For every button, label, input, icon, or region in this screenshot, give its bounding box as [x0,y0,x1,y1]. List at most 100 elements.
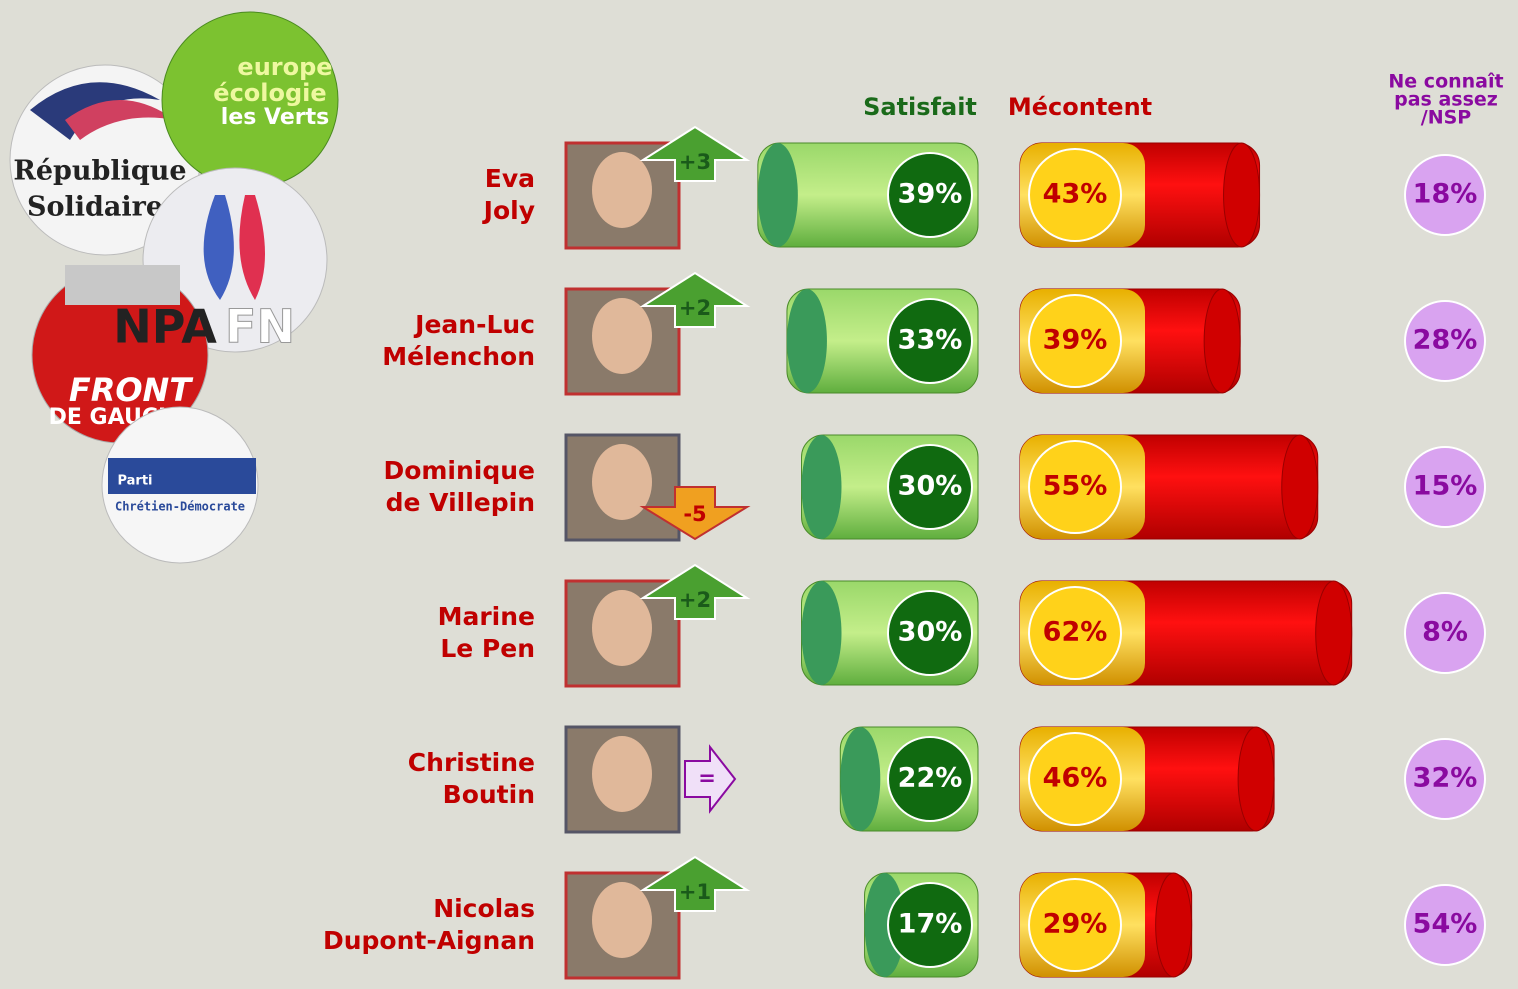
value-label: 30% [898,617,963,648]
legend-nsp: Ne connaît [1388,71,1503,93]
value-bubble [887,444,973,530]
change-label: -5 [683,502,706,526]
candidate-name: Joly [482,196,535,225]
portrait-face [592,152,652,228]
bar-cap [1281,434,1319,540]
legend-nsp: /NSP [1421,107,1472,129]
value-label: 33% [898,325,963,356]
logo-shape [65,100,175,140]
value-label: 8% [1422,617,1468,648]
change-arrow [639,486,751,541]
candidate-name: Le Pen [440,634,535,663]
legend-satisfait: Satisfait [863,93,977,121]
candidate-name: Dupont-Aignan [323,926,535,955]
value-bubble [1028,878,1122,972]
bar-cap [1315,580,1353,686]
change-arrow [639,563,751,620]
nsp-bubble [1404,738,1486,820]
logo-shape [65,265,180,305]
value-label: 54% [1413,909,1478,940]
value-label: 32% [1413,763,1478,794]
value-bubble [1028,732,1122,826]
logo-text: Parti [117,474,152,489]
nsp-bubble [1404,592,1486,674]
change-label: +2 [679,296,711,320]
bar-cap [801,581,842,685]
bar-cap [1203,288,1241,394]
value-label: 30% [898,471,963,502]
value-label: 29% [1043,909,1108,940]
portrait-face [592,736,652,812]
portrait-face [592,882,652,958]
value-label: 46% [1043,763,1108,794]
candidate-name: de Villepin [386,488,535,517]
portrait-face [592,444,652,520]
value-label: 39% [898,179,963,210]
change-arrow [639,125,751,182]
value-label: 28% [1413,325,1478,356]
value-bubble [887,590,973,676]
change-label: +1 [679,880,711,904]
value-bubble [887,298,973,384]
logo-text: écologie [213,79,326,107]
value-label: 43% [1043,179,1108,210]
change-label: +2 [679,588,711,612]
value-bubble [887,152,973,238]
logos: République Solidaire europe écologie les… [9,11,339,564]
bar-cap [864,873,905,977]
portrait-face [592,590,652,666]
logo-text: FN [225,300,295,354]
candidate-name: Nicolas [433,894,535,923]
logo-shape [108,458,256,494]
value-bubble [1028,148,1122,242]
change-arrow [684,744,737,814]
legend-nsp: pas assez [1394,89,1498,111]
candidate-name: Boutin [443,780,535,809]
bar-cap [1223,142,1261,248]
legend-mecontent: Mécontent [1008,93,1152,121]
change-arrow [639,855,751,912]
value-label: 18% [1413,179,1478,210]
value-label: 55% [1043,471,1108,502]
logo-shape [239,195,265,300]
nsp-bubble [1404,884,1486,966]
logo-text: Solidaire [27,192,163,223]
bar-cap [801,435,842,539]
nsp-bubble [1404,154,1486,236]
value-label: 17% [898,909,963,940]
logo-text: europe [237,53,332,81]
candidate-name: Jean-Luc [413,310,535,339]
value-label: 62% [1043,617,1108,648]
candidate-name: Eva [485,164,535,193]
bar-cap [1155,872,1193,978]
candidate-name: Dominique [383,456,535,485]
change-arrow [639,271,751,328]
value-bubble [887,882,973,968]
value-bubble [1028,294,1122,388]
logo-text: NPA [113,300,217,354]
logo-text: République [13,156,186,187]
value-label: 22% [898,763,963,794]
value-bubble [1028,586,1122,680]
bar-cap [1237,726,1275,832]
logo-text: les Verts [221,105,329,130]
value-label: 15% [1413,471,1478,502]
value-bubble [1028,440,1122,534]
change-label: +3 [679,150,711,174]
candidate-name: Mélenchon [382,342,535,371]
bar-cap [757,143,798,247]
bar-cap [786,289,827,393]
change-label: = [698,766,716,790]
candidate-name: Christine [408,748,535,777]
logo-shape [203,195,234,300]
value-bubble [887,736,973,822]
value-label: 39% [1043,325,1108,356]
nsp-bubble [1404,446,1486,528]
candidate-name: Marine [438,602,535,631]
logo-text: Chrétien-Démocrate [115,500,245,514]
nsp-bubble [1404,300,1486,382]
portrait-face [592,298,652,374]
logo-text: FRONT [69,371,193,409]
bar-cap [840,727,881,831]
